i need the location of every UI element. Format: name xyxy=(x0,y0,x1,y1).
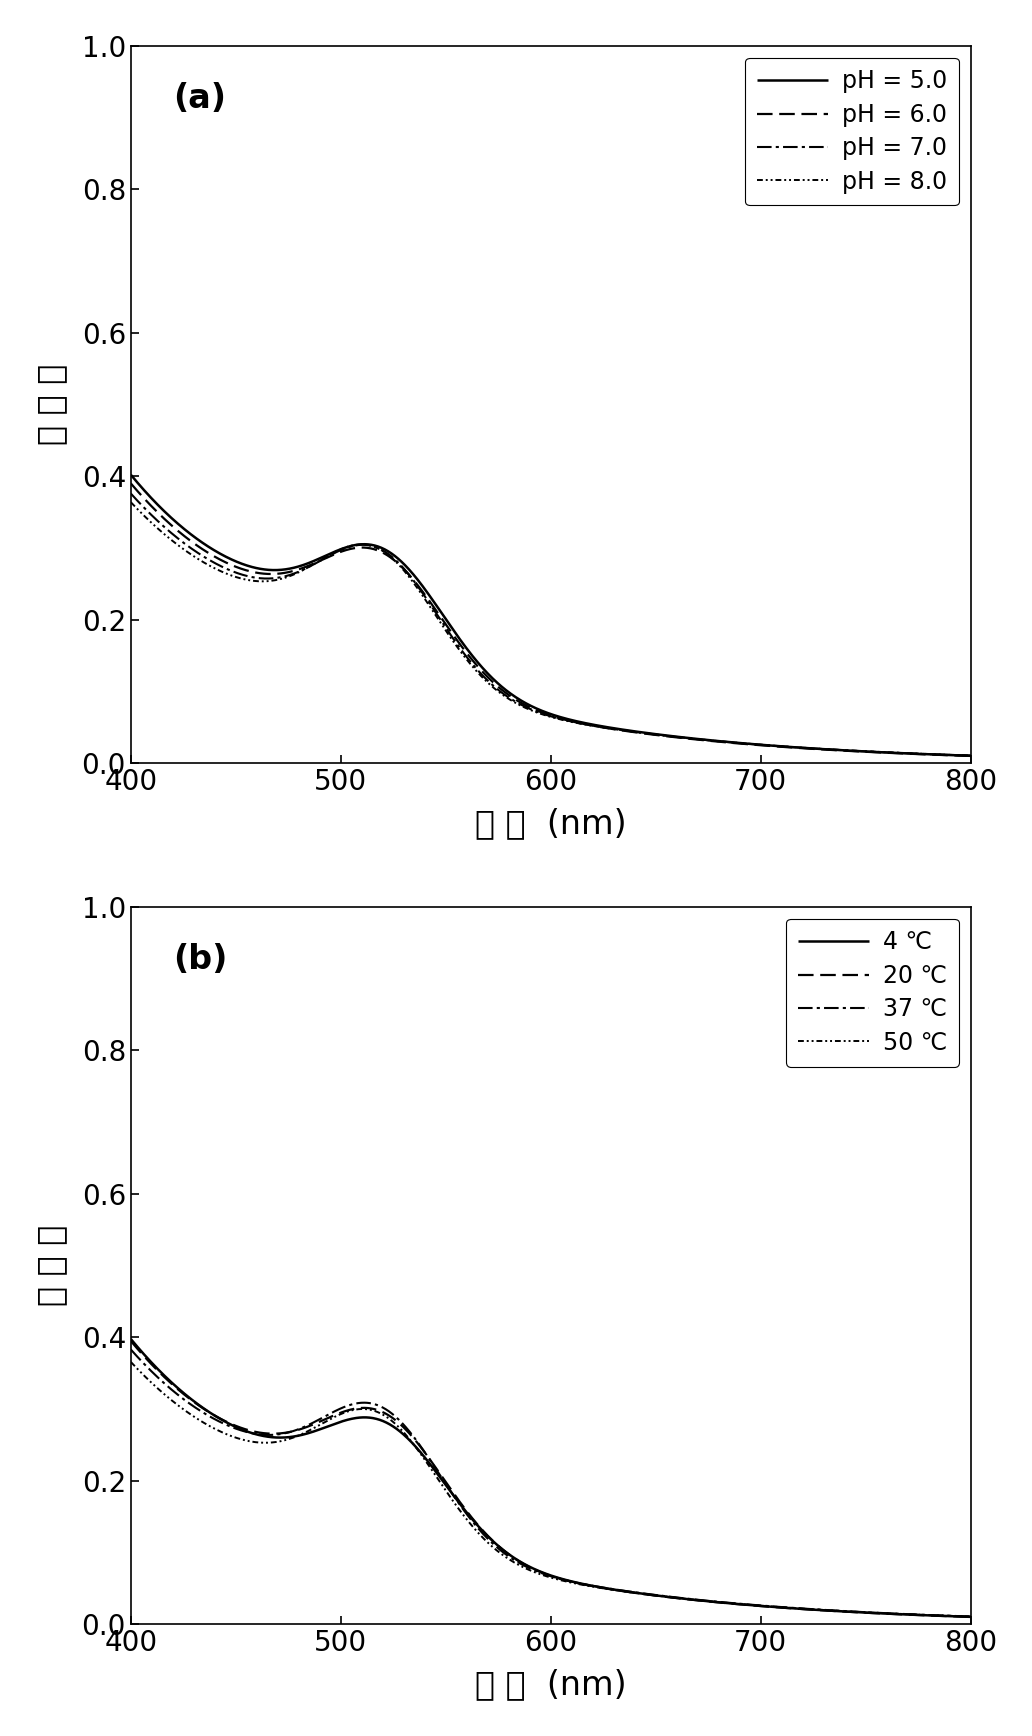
Y-axis label: 吸 光 値: 吸 光 値 xyxy=(35,1226,68,1305)
Y-axis label: 吸 光 値: 吸 光 値 xyxy=(35,365,68,444)
Legend: 4 ℃, 20 ℃, 37 ℃, 50 ℃: 4 ℃, 20 ℃, 37 ℃, 50 ℃ xyxy=(786,918,959,1066)
Legend: pH = 5.0, pH = 6.0, pH = 7.0, pH = 8.0: pH = 5.0, pH = 6.0, pH = 7.0, pH = 8.0 xyxy=(745,57,959,205)
X-axis label: 波 长  (nm): 波 长 (nm) xyxy=(475,807,626,840)
X-axis label: 波 长  (nm): 波 长 (nm) xyxy=(475,1668,626,1701)
Text: (b): (b) xyxy=(172,943,227,976)
Text: (a): (a) xyxy=(172,82,226,115)
